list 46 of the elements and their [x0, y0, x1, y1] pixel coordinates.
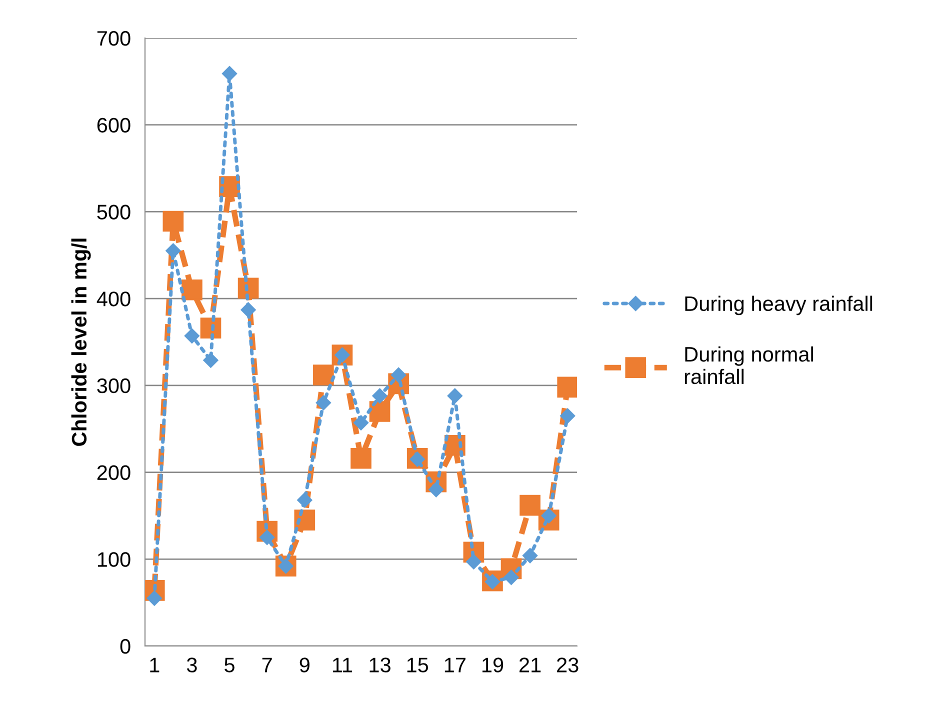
x-tick-label: 13 — [370, 658, 390, 672]
point — [240, 302, 256, 318]
point — [522, 548, 538, 564]
y-tick-label: 600 — [97, 118, 130, 133]
point — [222, 66, 238, 82]
point — [447, 388, 462, 404]
x-tick-label: 5 — [224, 658, 234, 672]
point — [182, 279, 202, 300]
y-tick-label: 300 — [97, 378, 130, 394]
x-tick-label: 11 — [332, 658, 352, 672]
point — [166, 243, 181, 258]
y-tick-label: 500 — [97, 204, 130, 220]
y-tick-label: 200 — [97, 465, 130, 480]
y-tick-label: 400 — [96, 292, 130, 306]
x-tick-label: 21 — [520, 658, 541, 672]
point — [369, 401, 390, 422]
point — [390, 367, 406, 383]
point — [372, 388, 388, 404]
legend-label: During heavy rainfall — [685, 296, 872, 316]
point — [466, 554, 482, 570]
point — [313, 364, 334, 386]
y-tick-label: 100 — [98, 552, 130, 567]
x-tick-label: 1 — [150, 658, 160, 672]
point — [520, 494, 540, 516]
point — [504, 570, 519, 585]
legend-label: During normal rainfall — [684, 346, 814, 384]
point — [297, 492, 312, 508]
point — [557, 376, 577, 398]
point — [316, 395, 332, 410]
point — [560, 408, 576, 424]
point — [203, 352, 218, 368]
x-tick-label: 23 — [557, 658, 578, 672]
x-tick-label: 15 — [407, 658, 428, 672]
y-tick-label: 0 — [120, 639, 130, 654]
x-tick-label: 9 — [300, 658, 310, 672]
y-axis-title: Chloride level in mg/l — [71, 238, 91, 446]
y-tick-label: 700 — [97, 31, 130, 46]
x-tick-label: 17 — [444, 658, 466, 672]
point — [353, 415, 369, 430]
point — [162, 210, 184, 232]
x-tick-label: 3 — [186, 658, 197, 672]
x-tick-label: 7 — [262, 658, 272, 672]
point — [350, 448, 372, 469]
point — [184, 328, 200, 344]
x-tick-label: 19 — [482, 658, 504, 672]
point — [428, 482, 444, 498]
